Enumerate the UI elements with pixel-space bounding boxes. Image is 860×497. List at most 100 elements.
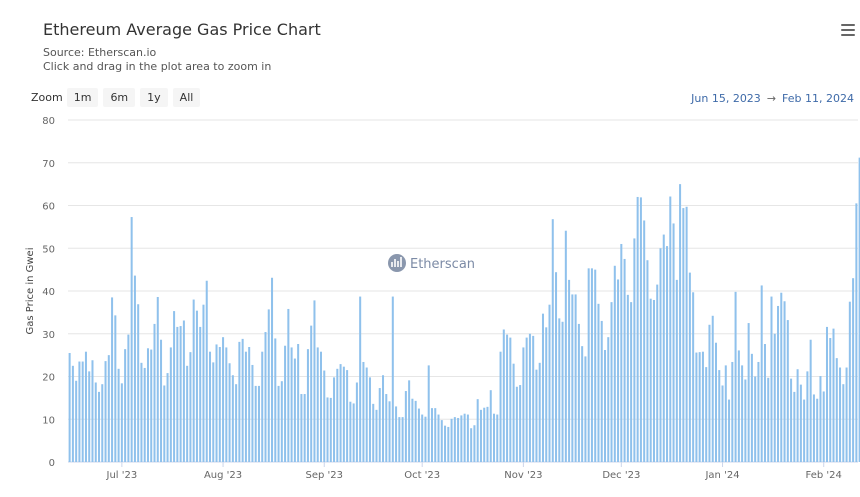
bar[interactable] — [267, 309, 270, 462]
bar[interactable] — [274, 338, 277, 462]
bar[interactable] — [682, 208, 685, 462]
bar[interactable] — [225, 347, 228, 462]
bar[interactable] — [408, 380, 411, 462]
bar[interactable] — [287, 308, 290, 462]
bar[interactable] — [444, 425, 447, 462]
bar[interactable] — [555, 272, 558, 462]
bar[interactable] — [548, 304, 551, 462]
bar[interactable] — [450, 418, 453, 462]
range-to-input[interactable]: Feb 11, 2024 — [782, 92, 854, 105]
bar[interactable] — [496, 414, 499, 462]
bar[interactable] — [140, 362, 143, 462]
bar[interactable] — [447, 426, 450, 462]
bar[interactable] — [300, 394, 303, 462]
bar[interactable] — [672, 223, 675, 462]
bar[interactable] — [842, 384, 845, 462]
bar[interactable] — [734, 291, 737, 462]
bar[interactable] — [68, 352, 71, 462]
bar[interactable] — [470, 428, 473, 462]
bar[interactable] — [783, 301, 786, 462]
bar[interactable] — [362, 361, 365, 462]
bar[interactable] — [574, 294, 577, 462]
bar[interactable] — [186, 365, 189, 462]
bar[interactable] — [368, 377, 371, 462]
bar[interactable] — [757, 361, 760, 462]
bar[interactable] — [773, 333, 776, 462]
bar[interactable] — [780, 292, 783, 462]
bar[interactable] — [398, 417, 401, 462]
bar[interactable] — [94, 382, 97, 462]
bar[interactable] — [698, 352, 701, 462]
bar[interactable] — [519, 385, 522, 462]
bar[interactable] — [297, 344, 300, 462]
bar[interactable] — [91, 360, 94, 462]
bar[interactable] — [571, 294, 574, 462]
bar[interactable] — [271, 277, 274, 462]
bar[interactable] — [277, 385, 280, 462]
zoom-all-button[interactable]: All — [172, 88, 201, 107]
bar[interactable] — [708, 324, 711, 462]
bar[interactable] — [466, 414, 469, 462]
bar[interactable] — [101, 384, 104, 462]
bar[interactable] — [114, 315, 117, 462]
bar[interactable] — [483, 407, 486, 462]
bar[interactable] — [812, 394, 815, 462]
bar[interactable] — [515, 386, 518, 462]
bar[interactable] — [848, 301, 851, 462]
bar[interactable] — [124, 349, 127, 462]
bar[interactable] — [790, 378, 793, 462]
bar[interactable] — [620, 243, 623, 462]
bar[interactable] — [192, 299, 195, 462]
bar[interactable] — [506, 334, 509, 462]
bar[interactable] — [424, 416, 427, 462]
bar[interactable] — [692, 292, 695, 462]
bar[interactable] — [453, 417, 456, 462]
bar[interactable] — [189, 352, 192, 462]
zoom-1m-button[interactable]: 1m — [66, 88, 99, 107]
bar[interactable] — [231, 375, 234, 462]
bar[interactable] — [160, 339, 163, 462]
bar[interactable] — [763, 344, 766, 462]
bar[interactable] — [711, 315, 714, 462]
bar[interactable] — [323, 370, 326, 462]
bar[interactable] — [202, 304, 205, 462]
bar[interactable] — [169, 347, 172, 462]
bar[interactable] — [793, 391, 796, 462]
bar[interactable] — [104, 361, 107, 462]
bar[interactable] — [675, 279, 678, 462]
bar[interactable] — [107, 355, 110, 463]
bar[interactable] — [349, 401, 352, 462]
bar[interactable] — [741, 365, 744, 462]
bar[interactable] — [339, 364, 342, 462]
bar[interactable] — [127, 334, 130, 462]
bar[interactable] — [535, 369, 538, 462]
bar[interactable] — [714, 342, 717, 462]
bar[interactable] — [293, 358, 296, 462]
bar[interactable] — [166, 373, 169, 462]
bar[interactable] — [342, 366, 345, 462]
bar[interactable] — [382, 375, 385, 462]
bar[interactable] — [767, 377, 770, 462]
bar[interactable] — [666, 246, 669, 462]
bar[interactable] — [84, 351, 87, 462]
bar[interactable] — [777, 305, 780, 462]
bar[interactable] — [590, 268, 593, 462]
bar[interactable] — [173, 311, 176, 462]
bar[interactable] — [502, 329, 505, 462]
bar[interactable] — [401, 417, 404, 462]
bar[interactable] — [493, 413, 496, 462]
bar[interactable] — [195, 310, 198, 462]
bar[interactable] — [111, 297, 114, 462]
bar[interactable] — [845, 367, 848, 462]
bar[interactable] — [750, 353, 753, 462]
bar[interactable] — [568, 279, 571, 462]
bar[interactable] — [584, 356, 587, 462]
range-from-input[interactable]: Jun 15, 2023 — [691, 92, 761, 105]
bar[interactable] — [603, 350, 607, 462]
bar[interactable] — [81, 361, 84, 462]
bar[interactable] — [365, 367, 368, 462]
bar[interactable] — [626, 294, 629, 462]
bar[interactable] — [411, 398, 414, 462]
bar[interactable] — [858, 157, 860, 462]
zoom-6m-button[interactable]: 6m — [103, 88, 136, 107]
